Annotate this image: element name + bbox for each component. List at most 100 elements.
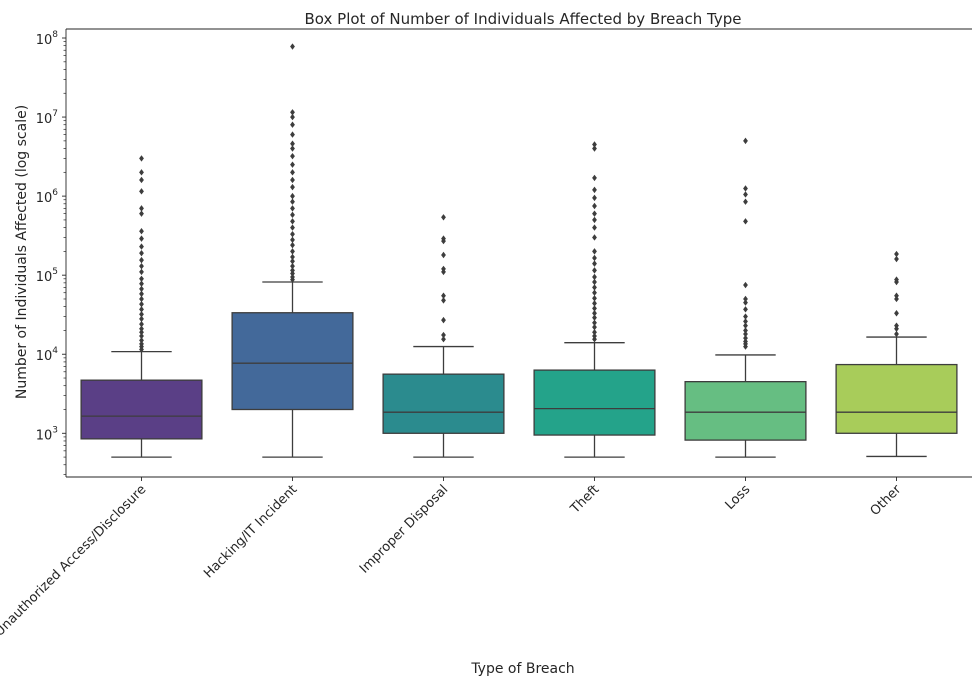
outlier-point xyxy=(743,313,748,320)
outlier-point xyxy=(743,327,748,334)
x-tick-label: Hacking/IT Incident xyxy=(201,482,300,581)
outlier-point xyxy=(743,185,748,192)
y-tick-label: 106 xyxy=(36,188,59,206)
outlier-point xyxy=(894,322,899,329)
outlier-point xyxy=(139,295,144,303)
box-group xyxy=(533,141,656,458)
outlier-point xyxy=(894,330,899,338)
x-tick-label: Theft xyxy=(567,482,602,517)
box-iqr xyxy=(684,381,807,441)
y-axis-label: Number of Individuals Affected (log scal… xyxy=(14,105,30,399)
outlier-point xyxy=(139,306,144,313)
outlier-point xyxy=(290,273,295,281)
outlier-point xyxy=(894,276,899,283)
outlier-point xyxy=(894,255,899,263)
outlier-point xyxy=(139,243,144,250)
outlier-point xyxy=(290,198,295,205)
outlier-point xyxy=(592,300,597,307)
outlier-point xyxy=(592,323,597,331)
box-iqr xyxy=(231,312,354,411)
outlier-point xyxy=(139,300,144,308)
outlier-point xyxy=(592,284,597,291)
outlier-point xyxy=(894,250,899,258)
box-iqr xyxy=(533,369,656,436)
box-group xyxy=(80,155,203,458)
outlier-point xyxy=(290,169,295,176)
outlier-point xyxy=(290,43,295,50)
box-group xyxy=(684,137,807,458)
y-tick-label: 105 xyxy=(36,267,58,285)
outlier-point xyxy=(743,322,748,329)
outlier-point xyxy=(743,218,748,225)
box-iqr xyxy=(80,379,203,440)
outlier-point xyxy=(441,316,446,324)
outlier-point xyxy=(743,299,748,306)
outlier-point xyxy=(441,235,446,242)
outlier-point xyxy=(592,254,597,262)
outlier-point xyxy=(139,315,144,323)
y-tick-label: 103 xyxy=(36,425,58,443)
outlier-point xyxy=(290,109,295,116)
outlier-point xyxy=(441,331,446,339)
outlier-point xyxy=(290,211,295,219)
axes: 103 104 105 106 107 108 Unauthorized Access/Di… xyxy=(0,28,972,640)
outlier-point xyxy=(592,194,597,202)
y-tick-label: 107 xyxy=(36,109,58,127)
box-group xyxy=(835,250,958,458)
box-iqr xyxy=(382,373,505,434)
outlier-point xyxy=(743,191,748,198)
outlier-point xyxy=(139,320,144,328)
outlier-point xyxy=(592,278,597,286)
outlier-point xyxy=(592,328,597,336)
outlier-point xyxy=(139,337,144,344)
outlier-point xyxy=(139,290,144,298)
outlier-point xyxy=(139,155,144,162)
outlier-point xyxy=(290,152,295,160)
outlier-point xyxy=(290,248,295,255)
outlier-point xyxy=(139,285,144,293)
outlier-point xyxy=(441,297,446,304)
outlier-point xyxy=(290,241,295,249)
outlier-point xyxy=(441,214,446,221)
outlier-point xyxy=(441,251,446,259)
outlier-point xyxy=(743,295,748,303)
outlier-point xyxy=(139,262,144,270)
y-tick-label: 104 xyxy=(36,346,59,364)
outlier-point xyxy=(592,295,597,302)
outlier-point xyxy=(592,216,597,224)
outlier-point xyxy=(743,334,748,342)
outlier-point xyxy=(290,267,295,274)
outlier-point xyxy=(441,335,446,343)
outlier-point xyxy=(139,235,144,242)
outlier-point xyxy=(290,131,295,138)
outlier-point xyxy=(592,310,597,317)
outlier-point xyxy=(743,198,748,205)
box-iqr xyxy=(835,363,958,434)
outlier-point xyxy=(592,260,597,267)
outlier-point xyxy=(139,280,144,287)
outlier-point xyxy=(592,332,597,340)
outlier-point xyxy=(290,224,295,231)
outlier-point xyxy=(139,268,144,276)
outlier-point xyxy=(139,332,144,340)
outlier-point xyxy=(441,292,446,299)
outlier-point xyxy=(290,262,295,270)
outlier-point xyxy=(441,265,446,273)
outlier-point xyxy=(743,281,748,289)
outlier-point xyxy=(139,328,144,336)
outlier-point xyxy=(139,188,144,195)
outlier-point xyxy=(139,249,144,257)
outlier-point xyxy=(592,267,597,274)
outlier-point xyxy=(290,218,295,225)
outlier-point xyxy=(592,289,597,296)
outlier-point xyxy=(592,210,597,217)
outlier-point xyxy=(592,234,597,241)
outlier-point xyxy=(139,325,144,332)
x-axis-label: Type of Breach xyxy=(470,661,574,677)
outlier-point xyxy=(139,340,144,348)
chart-title: Box Plot of Number of Individuals Affect… xyxy=(305,10,742,28)
x-tick-label: Other xyxy=(868,482,905,519)
x-tick-label: Improper Disposal xyxy=(357,482,451,576)
y-tick-label: 108 xyxy=(36,30,59,48)
outlier-point xyxy=(290,140,295,147)
